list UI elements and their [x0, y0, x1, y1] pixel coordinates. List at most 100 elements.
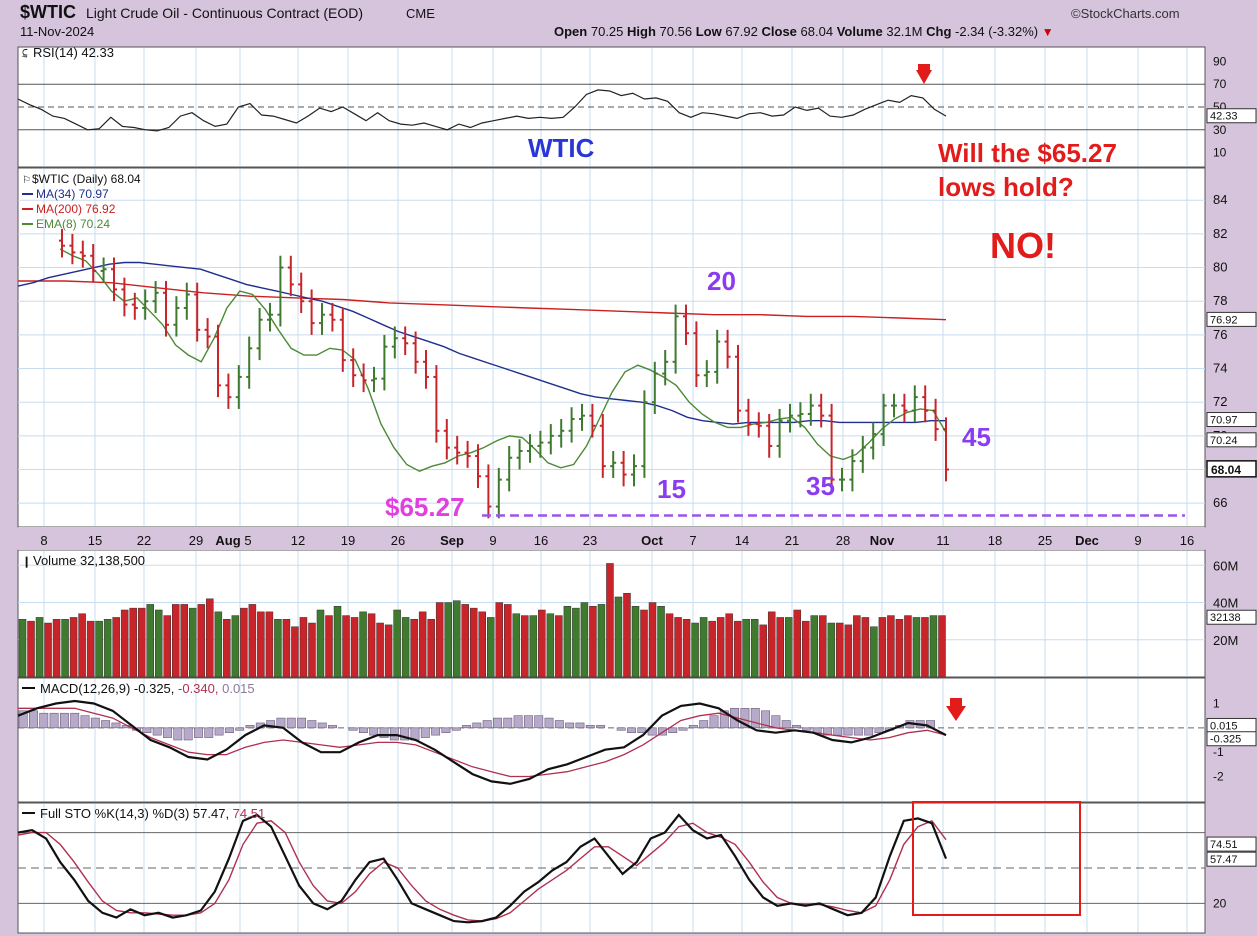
macd-histogram-bar	[699, 720, 709, 729]
macd-histogram-bar	[575, 722, 585, 729]
volume-bar	[478, 611, 487, 678]
rsi-line	[17, 89, 947, 132]
volume-bar	[495, 602, 504, 678]
volume-bar	[870, 626, 878, 678]
wtic-label: WTIC	[528, 133, 595, 163]
volume-bar	[461, 604, 469, 678]
volume-bar	[512, 613, 521, 678]
ema8-last-value: 70.24	[1210, 435, 1238, 447]
volume-bar	[44, 622, 52, 678]
volume-bar	[214, 611, 223, 678]
volume-bar	[146, 604, 154, 678]
volume-bar	[784, 617, 793, 678]
macd-histogram-bar	[358, 727, 368, 733]
macd-histogram-bar	[802, 727, 812, 731]
question-line2: lows hold?	[938, 172, 1074, 202]
volume-bar	[887, 615, 895, 678]
volume-bar	[793, 609, 802, 678]
date-axis-label: 23	[583, 533, 597, 548]
macd-histogram-bar	[297, 717, 307, 729]
macd-histogram-bar	[874, 727, 884, 733]
volume-bar	[614, 596, 623, 678]
volume-bar	[938, 615, 946, 678]
macd-histogram-bar	[627, 727, 636, 733]
macd-histogram-bar	[389, 727, 399, 741]
rsi-y-tick: 70	[1213, 77, 1227, 91]
volume-bar	[529, 615, 538, 678]
macd-histogram-bar	[80, 715, 90, 729]
macd-histogram-bar	[183, 727, 193, 741]
instrument-name: Light Crude Oil - Continuous Contract (E…	[86, 5, 363, 21]
price-y-tick: 74	[1213, 361, 1227, 376]
price-y-tick: 72	[1213, 394, 1227, 409]
macd-histogram-bar	[493, 717, 502, 729]
macd-histogram-bar	[400, 727, 410, 741]
volume-bar	[240, 607, 248, 678]
close-label: Close	[761, 24, 797, 39]
volume-bar	[657, 606, 665, 678]
volume-bar	[171, 604, 180, 678]
date-axis-label: 25	[1038, 533, 1052, 548]
macd-histogram-bar	[472, 722, 482, 729]
low-price-label: $65.27	[385, 492, 465, 522]
ma34-last-value: 70.97	[1210, 415, 1238, 427]
price-y-tick: 76	[1213, 327, 1227, 342]
macd-histogram-bar	[709, 715, 719, 729]
volume-bar	[350, 617, 359, 678]
macd-line	[17, 699, 947, 785]
volume-bar	[282, 619, 291, 678]
volume-bar	[418, 611, 427, 678]
ma34-last-value-box	[1206, 412, 1257, 428]
macd-last-value-box	[1206, 731, 1257, 747]
macd-histogram-bar	[266, 720, 276, 729]
volume-bar	[95, 620, 103, 678]
macd-histogram-bar	[771, 715, 781, 729]
volume-bar	[154, 609, 163, 678]
macd-histogram-bar	[18, 710, 28, 729]
ema8-line	[59, 248, 947, 472]
volume-bar	[921, 617, 929, 678]
volume-bar	[444, 602, 452, 678]
price-y-tick: 66	[1213, 495, 1227, 510]
macd-histogram-bar	[193, 727, 203, 738]
volume-bar	[333, 606, 342, 678]
macd-histogram-bar	[781, 720, 791, 729]
macd-histogram-bar	[668, 727, 678, 733]
macd-histogram-bar	[678, 727, 688, 731]
close-last-value: 68.04	[1211, 463, 1241, 477]
volume-bar	[469, 607, 478, 678]
macd-histogram-bar	[544, 717, 554, 729]
volume-bar	[861, 617, 870, 678]
sto-k-last-value-box	[1206, 851, 1257, 867]
macd-histogram-bar	[688, 725, 698, 729]
date-axis-label: 26	[391, 533, 405, 548]
volume-bar	[163, 615, 171, 678]
low-value: 67.92	[725, 24, 758, 39]
volume-bar	[810, 615, 819, 678]
date-axis-label: 11	[936, 533, 950, 548]
volume-bar	[827, 622, 836, 678]
macd-histogram-bar	[657, 727, 667, 736]
volume-bar	[844, 624, 853, 678]
macd-histogram-bar	[152, 727, 162, 736]
volume-bar	[376, 622, 384, 678]
volume-bar	[648, 602, 657, 678]
macd-histogram-bar	[441, 727, 451, 733]
volume-bar	[274, 619, 282, 678]
down-arrow-icon: ▼	[1041, 25, 1054, 39]
rsi-legend: RSI(14) 42.33	[33, 45, 114, 60]
macd-histogram-bar	[864, 727, 874, 736]
volume-last-value-box	[1206, 609, 1257, 625]
date-axis-label: 5	[244, 533, 251, 548]
price-legend-entry: MA(200) 76.92	[36, 202, 116, 216]
macd-histogram-bar	[173, 727, 183, 741]
volume-bar	[589, 606, 597, 678]
date-axis-label: 14	[735, 533, 749, 548]
date-axis-label: Oct	[641, 533, 663, 548]
ma200-last-value-box	[1206, 311, 1257, 327]
volume-bar	[742, 619, 750, 678]
ma200-last-value: 76.92	[1210, 314, 1238, 326]
volume-bar	[733, 620, 742, 678]
volume-last-value: 32138	[1210, 612, 1241, 624]
